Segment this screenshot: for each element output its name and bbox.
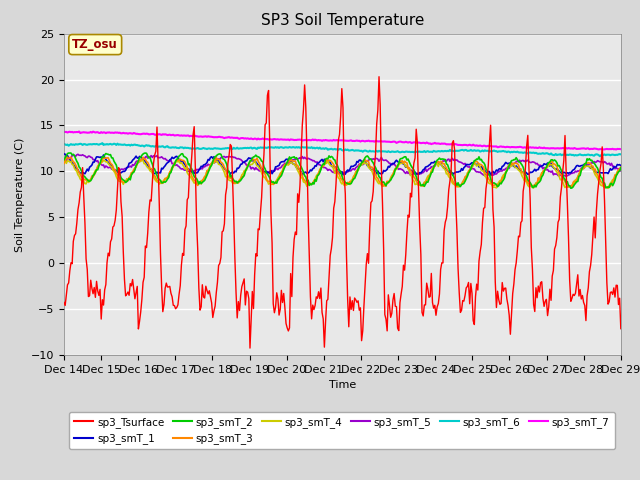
Title: SP3 Soil Temperature: SP3 Soil Temperature [260, 13, 424, 28]
Legend: sp3_Tsurface, sp3_smT_1, sp3_smT_2, sp3_smT_3, sp3_smT_4, sp3_smT_5, sp3_smT_6, : sp3_Tsurface, sp3_smT_1, sp3_smT_2, sp3_… [69, 412, 615, 449]
Text: TZ_osu: TZ_osu [72, 38, 118, 51]
X-axis label: Time: Time [329, 381, 356, 390]
Y-axis label: Soil Temperature (C): Soil Temperature (C) [15, 137, 26, 252]
